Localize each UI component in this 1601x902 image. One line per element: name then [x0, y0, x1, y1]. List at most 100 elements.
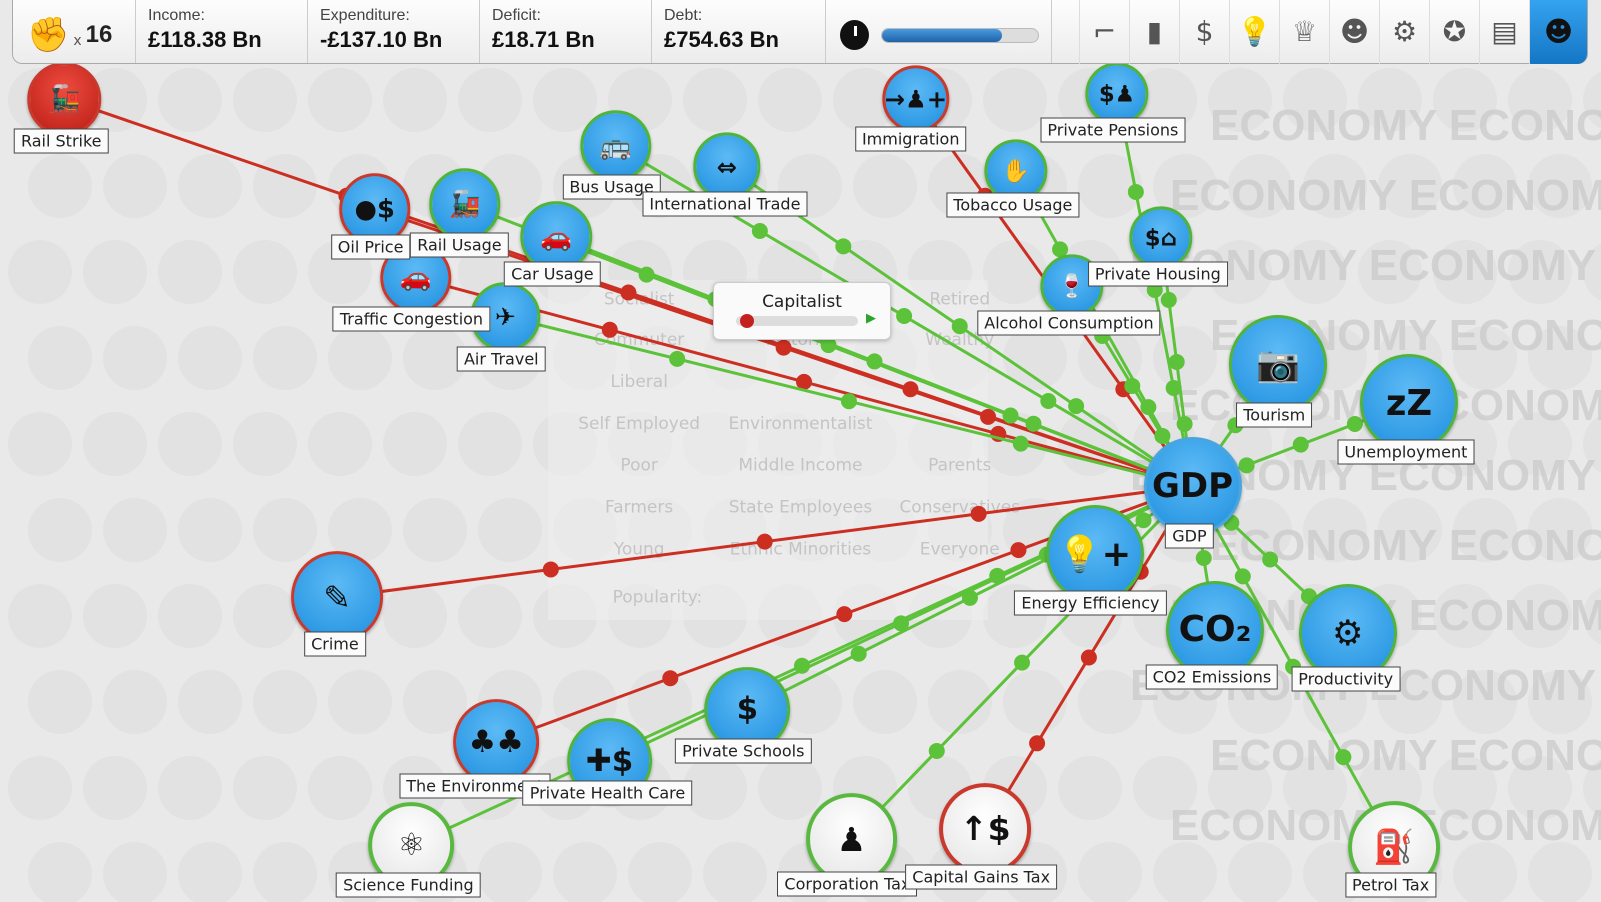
node-immigration[interactable]: →♟+: [882, 65, 950, 133]
background-policy-icon: [158, 68, 222, 132]
pistol-tool-button[interactable]: ⌐: [1079, 0, 1129, 64]
play-arrow-icon[interactable]: ▶: [866, 311, 876, 326]
activists-counter[interactable]: ✊ x 16: [13, 0, 136, 63]
node-label-cgt[interactable]: Capital Gains Tax: [905, 864, 1058, 890]
house-dollar-icon: $⌂: [1144, 224, 1177, 251]
node-rail-strike[interactable]: 🚂: [27, 62, 102, 136]
node-schools[interactable]: $: [704, 666, 791, 753]
node-label-schools[interactable]: Private Schools: [675, 738, 812, 764]
background-policy-icon: [328, 326, 392, 390]
node-label-science[interactable]: Science Funding: [336, 872, 481, 898]
voter-group-popup[interactable]: Capitalist ▶: [713, 282, 891, 340]
oil-drop-dollar-icon: ●$: [354, 194, 395, 225]
pension-icon: $♟: [1098, 80, 1136, 107]
node-energy[interactable]: 💡+: [1045, 505, 1144, 604]
node-label-alcohol[interactable]: Alcohol Consumption: [977, 310, 1161, 336]
background-policy-icon: [758, 756, 822, 820]
node-crime[interactable]: ✎: [290, 551, 383, 644]
effect-arrow-marker: [542, 561, 559, 578]
background-policy-icon: [1153, 326, 1217, 390]
effect-arrow-marker: [1040, 392, 1057, 409]
camera-icon: 📷: [1256, 344, 1301, 386]
lightbulb-tool-button[interactable]: 💡: [1229, 0, 1279, 64]
background-policy-icon: [1058, 756, 1122, 820]
income-panel: Income: £118.38 Bn: [136, 0, 308, 63]
dollar-tool-button[interactable]: $: [1179, 0, 1229, 64]
voters-tool-button[interactable]: ☻: [1529, 0, 1587, 64]
node-label-tourism[interactable]: Tourism: [1236, 402, 1313, 428]
node-label-rail-usage[interactable]: Rail Usage: [410, 232, 509, 258]
node-environment[interactable]: ♣♣: [453, 699, 540, 786]
group-tool-button[interactable]: ☻: [1329, 0, 1379, 64]
background-policy-icon: [1003, 326, 1067, 390]
background-policy-icon: [1303, 154, 1367, 218]
node-label-pensions[interactable]: Private Pensions: [1040, 117, 1186, 143]
node-bus-usage[interactable]: 🚌: [579, 110, 652, 182]
background-policy-icon: [233, 68, 297, 132]
node-cgt[interactable]: ↑$: [939, 783, 1032, 875]
traffic-icon: 🚗: [399, 262, 432, 293]
node-intl-trade[interactable]: ⇔: [693, 132, 761, 201]
node-label-health[interactable]: Private Health Care: [522, 780, 693, 806]
background-policy-icon: [383, 584, 447, 648]
background-policy-icon: [178, 326, 242, 390]
background-policy-icon: [1508, 412, 1572, 476]
node-label-car-usage[interactable]: Car Usage: [504, 261, 601, 287]
background-policy-icon: [158, 240, 222, 304]
trophy-icon: ♕: [1291, 15, 1318, 48]
background-policy-icon: [1078, 842, 1142, 902]
turn-timer[interactable]: [826, 0, 1052, 63]
background-policy-icon: [253, 670, 317, 734]
background-policy-icon: [1378, 498, 1442, 562]
node-label-energy[interactable]: Energy Efficiency: [1014, 590, 1167, 616]
node-label-immigration[interactable]: Immigration: [854, 126, 967, 152]
node-label-productivity[interactable]: Productivity: [1291, 666, 1401, 692]
background-policy-icon: [533, 68, 597, 132]
node-label-traffic[interactable]: Traffic Congestion: [332, 306, 491, 332]
effect-arrow-marker: [1176, 415, 1193, 432]
voter-group-label: Parents: [928, 456, 991, 476]
node-label-corp-tax[interactable]: Corporation Tax: [777, 871, 918, 897]
node-housing[interactable]: $⌂: [1129, 206, 1193, 270]
rosette-tool-button[interactable]: ✪: [1429, 0, 1479, 64]
node-label-co2[interactable]: CO2 Emissions: [1145, 664, 1279, 690]
node-tourism[interactable]: 📷: [1229, 315, 1328, 414]
node-pensions[interactable]: $♟: [1085, 62, 1149, 126]
node-rail-usage[interactable]: 🚂: [428, 168, 501, 240]
node-label-gdp[interactable]: GDP: [1165, 523, 1214, 549]
node-label-oil-price[interactable]: Oil Price: [330, 234, 411, 260]
expenditure-panel: Expenditure: -£137.10 Bn: [308, 0, 480, 63]
train-strike-icon: 🚂: [47, 83, 81, 115]
node-label-air-travel[interactable]: Air Travel: [456, 346, 546, 372]
node-label-intl-trade[interactable]: International Trade: [642, 191, 808, 217]
background-policy-icon: [683, 68, 747, 132]
gears-tool-button[interactable]: ⚙: [1379, 0, 1429, 64]
node-label-petrol-tax[interactable]: Petrol Tax: [1345, 872, 1437, 898]
node-label-unemployment[interactable]: Unemployment: [1337, 439, 1475, 465]
background-policy-icon: [1453, 498, 1517, 562]
effect-arrow-marker: [1238, 457, 1255, 474]
economy-watermark: ECONOMY ECONOMY ECONOMY: [1210, 101, 1601, 150]
expenditure-value: -£137.10 Bn: [320, 27, 443, 52]
effect-arrow-marker: [1029, 735, 1046, 752]
effect-arrow-marker: [989, 567, 1006, 584]
documents-tool-button[interactable]: ▤: [1479, 0, 1529, 64]
voter-group-label: Retired: [929, 289, 990, 309]
effect-arrow-marker: [980, 408, 997, 425]
trophy-tool-button[interactable]: ♕: [1279, 0, 1329, 64]
background-policy-icon: [458, 584, 522, 648]
node-gdp[interactable]: GDP: [1143, 436, 1242, 535]
node-label-crime[interactable]: Crime: [304, 631, 366, 657]
background-policy-icon: [683, 756, 747, 820]
node-unemployment[interactable]: zZ: [1359, 354, 1458, 453]
bar-chart-tool-button[interactable]: ▮: [1129, 0, 1179, 64]
effect-arrow-marker: [796, 373, 813, 390]
node-label-housing[interactable]: Private Housing: [1087, 261, 1228, 287]
node-label-rail-strike[interactable]: Rail Strike: [13, 128, 109, 154]
background-policy-icon: [1378, 154, 1442, 218]
lightbulb-plus-icon: 💡+: [1057, 534, 1132, 576]
background-policy-icon: [478, 498, 542, 562]
toolbar: ⌐ ▮ $ 💡 ♕ ☻ ⚙ ✪ ▤ ☻: [1079, 0, 1587, 64]
effect-arrow-marker: [1052, 241, 1069, 258]
node-label-tobacco[interactable]: Tobacco Usage: [946, 192, 1080, 218]
